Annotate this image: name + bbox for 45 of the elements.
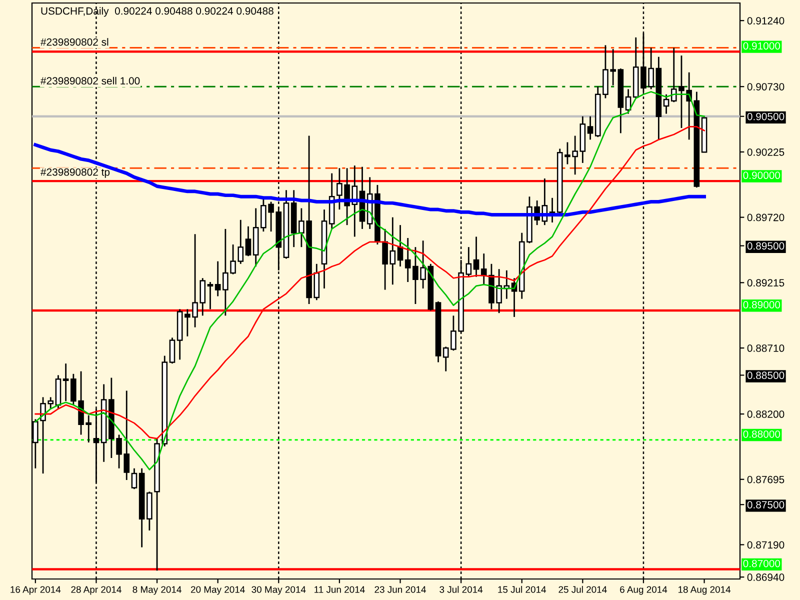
ref-line-label: 0.91000: [743, 42, 780, 50]
y-tick-label: 0.89215: [747, 279, 784, 287]
y-tick-label: 0.90225: [747, 148, 784, 156]
y-tick-label: 0.87695: [747, 476, 784, 484]
y-tick-label: 0.90500: [747, 112, 784, 120]
x-tick-label: 23 Jun 2014: [374, 586, 426, 593]
x-tick-label: 28 Apr 2014: [71, 586, 122, 595]
ref-line-label: 0.90000: [743, 172, 780, 180]
x-tick-label: 18 Aug 2014: [678, 586, 731, 595]
y-tick-label: 0.90730: [747, 83, 784, 90]
candlestick: [131, 468, 138, 490]
x-tick-label: 6 Aug 2014: [620, 586, 668, 595]
x-tick-label: 25 Jul 2014: [558, 586, 607, 593]
ref-line-label: 0.88000: [743, 430, 780, 438]
candlestick: [473, 236, 480, 278]
y-tick-label: 0.86940: [747, 574, 784, 581]
x-tick-label: 20 May 2014: [191, 586, 245, 595]
candlestick: [663, 94, 670, 114]
candlestick: [245, 226, 252, 257]
chart-title: USDCHF,Daily 0.90224 0.90488 0.90224 0.90488: [41, 7, 274, 17]
x-tick-label: 15 Jul 2014: [498, 586, 546, 593]
y-tick-label: 0.88200: [747, 410, 784, 418]
candlestick: [214, 260, 221, 297]
candlestick: [207, 281, 214, 310]
x-tick-label: 3 Jul 2014: [440, 586, 483, 593]
x-tick-label: 16 Apr 2014: [10, 586, 61, 595]
ref-line-label: 0.87000: [743, 560, 780, 568]
ref-line-label: #239890802 sell 1.00: [40, 76, 140, 85]
candlestick: [466, 246, 472, 278]
y-tick-label: 0.91240: [747, 17, 784, 24]
y-tick-label: 0.87500: [747, 501, 784, 508]
y-tick-label: 0.89720: [747, 214, 784, 222]
ref-line-label: #239890802 sl: [40, 38, 108, 46]
y-tick-label: 0.89500: [747, 242, 784, 250]
x-tick-label: 8 May 2014: [132, 586, 182, 595]
ref-line-label: #239890802 tp: [40, 168, 110, 178]
x-tick-label: 30 May 2014: [252, 586, 306, 595]
y-tick-label: 0.88710: [747, 344, 784, 352]
ref-line-label: 0.89000: [743, 301, 780, 308]
candlestick: [62, 362, 69, 402]
candlestick: [587, 116, 594, 140]
y-tick-label: 0.87190: [747, 541, 784, 549]
x-tick-label: 11 Jun 2014: [314, 586, 365, 593]
y-tick-label: 0.88500: [747, 372, 784, 380]
candlestick: [169, 336, 176, 364]
